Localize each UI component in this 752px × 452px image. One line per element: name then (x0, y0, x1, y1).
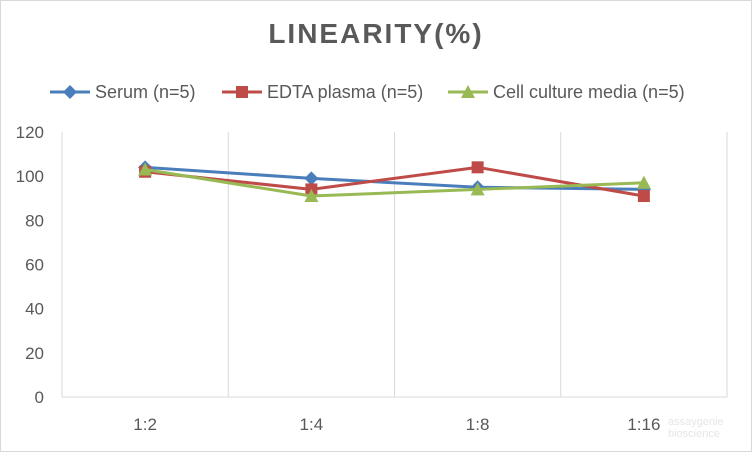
data-point (304, 189, 319, 203)
x-tick-label: 1:2 (133, 415, 157, 434)
legend-marker (63, 85, 77, 99)
series-group (138, 160, 651, 203)
chart-title: LINEARITY(%) (268, 18, 484, 49)
data-point (470, 182, 485, 196)
data-point (304, 171, 319, 186)
data-point (471, 161, 484, 174)
y-tick-label: 100 (16, 167, 44, 186)
series-line-1 (145, 165, 644, 191)
y-tick-label: 40 (25, 300, 44, 319)
x-tick-label: 1:16 (627, 415, 660, 434)
data-point (636, 175, 651, 189)
legend-label: Serum (n=5) (95, 82, 196, 102)
series-line-3 (144, 168, 644, 198)
x-tick-label: 1:4 (300, 415, 324, 434)
x-axis: 1:2 1:4 1:8 1:16 (133, 415, 660, 434)
grid-lines (61, 132, 728, 398)
y-tick-label: 80 (25, 211, 44, 230)
y-tick-label: 60 (25, 256, 44, 275)
legend-label: EDTA plasma (n=5) (267, 82, 423, 102)
y-tick-label: 120 (16, 123, 44, 142)
data-point (637, 190, 650, 203)
watermark: assaygenie bioscience (668, 416, 724, 440)
y-tick-label: 0 (35, 388, 44, 407)
data-point (138, 162, 153, 176)
legend-label: Cell culture media (n=5) (493, 82, 685, 102)
y-tick-label: 20 (25, 344, 44, 363)
legend-marker (236, 86, 248, 98)
legend: Serum (n=5) EDTA plasma (n=5) Cell culture… (50, 82, 685, 102)
legend-marker (461, 85, 475, 98)
x-tick-label: 1:8 (466, 415, 490, 434)
series-line-2 (144, 165, 645, 198)
y-axis: 0 20 40 60 80 100 120 (16, 123, 44, 407)
